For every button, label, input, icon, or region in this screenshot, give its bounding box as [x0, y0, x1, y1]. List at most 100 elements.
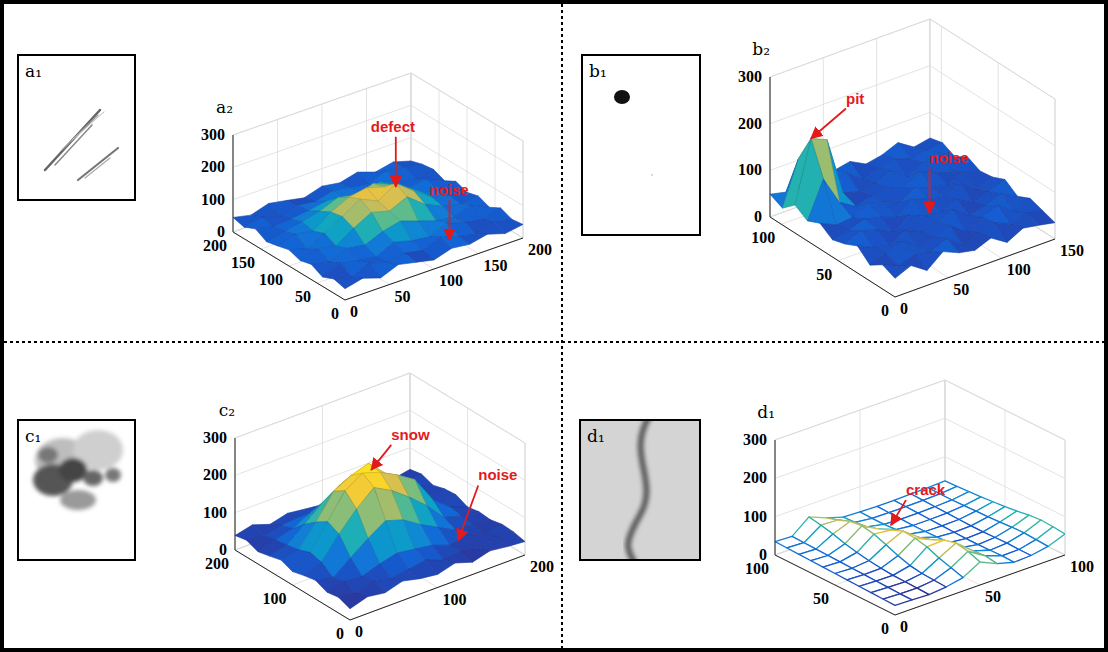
plot-wall	[775, 380, 945, 555]
x-tick-label: 50	[953, 281, 969, 298]
panel: b₁0501001500501000100200300b₂pitnoise	[582, 19, 1084, 319]
annotation-arrow	[371, 445, 391, 470]
image-cloud-part	[60, 490, 96, 510]
axes: 0501001500501000100200300	[738, 68, 1084, 319]
annotation-label: crack	[906, 481, 946, 498]
image-cloud	[33, 430, 123, 510]
z-tick-label: 0	[754, 208, 762, 225]
x-axis-line	[345, 238, 523, 300]
plot-wall	[945, 380, 1065, 555]
z-tick-label: 200	[201, 158, 225, 175]
grid-line	[945, 380, 1065, 440]
grid-line	[293, 520, 468, 585]
image-frame	[18, 420, 135, 560]
plot-wall	[770, 19, 930, 217]
panel: a₁0501001502000501001502000100200300a₂de…	[18, 55, 552, 322]
grid-line	[775, 440, 776, 555]
y-tick-label: 0	[881, 620, 889, 637]
annotation-label: snow	[391, 426, 430, 443]
z-axis-line	[775, 440, 776, 555]
image-label: b₁	[589, 61, 607, 81]
y-axis-line	[770, 217, 895, 297]
grid	[770, 19, 1055, 297]
y-tick-label: 100	[259, 271, 283, 288]
surface	[235, 463, 525, 608]
z-tick-label: 0	[759, 546, 767, 563]
x-tick-label: 50	[395, 288, 411, 305]
image-crack	[628, 420, 650, 560]
image	[18, 55, 135, 200]
surface-cell	[251, 203, 280, 217]
image-ground	[18, 55, 135, 200]
z-tick-label: 300	[203, 429, 227, 446]
grid-line	[235, 373, 410, 438]
annotation-arrow	[891, 500, 906, 525]
grid-line	[233, 135, 234, 232]
plot-wall	[930, 19, 1055, 239]
image-frame	[580, 420, 700, 560]
surface-cell	[897, 199, 926, 218]
grid	[775, 380, 1065, 615]
grid	[233, 73, 523, 300]
surface-cell	[870, 253, 899, 266]
z-axis-line	[233, 135, 234, 232]
grid-line	[770, 19, 930, 77]
image-pit	[614, 90, 630, 104]
x-tick-label: 0	[350, 303, 358, 320]
image	[580, 420, 700, 560]
plot-wall	[235, 485, 525, 620]
surface	[770, 138, 1055, 278]
axes: 0501000501000100200300	[743, 431, 1094, 637]
surface-cell	[808, 179, 837, 225]
image	[582, 55, 700, 235]
surface	[233, 161, 523, 289]
grid-line	[411, 73, 523, 141]
grid-line	[235, 438, 236, 550]
panel-label: c₂	[219, 400, 235, 420]
image-cloud-part	[38, 447, 58, 463]
z-tick-label: 200	[203, 466, 227, 483]
image-streak	[78, 148, 118, 180]
surface-cell	[845, 231, 874, 248]
surface-cell	[852, 204, 881, 220]
grid-line	[930, 112, 1055, 192]
x-tick-label: 50	[985, 588, 1001, 605]
surface-cell	[893, 215, 922, 232]
image-streak	[85, 158, 110, 178]
y-axis-line	[235, 550, 350, 620]
z-tick-label: 200	[743, 469, 767, 486]
image-streak	[55, 125, 92, 165]
grid	[235, 373, 525, 620]
grid-line	[775, 418, 945, 478]
annotation-arrow	[395, 137, 397, 187]
grid-line	[860, 410, 861, 525]
annotation-arrow	[811, 109, 846, 139]
x-axis-line	[895, 239, 1055, 297]
walls	[770, 19, 1055, 297]
z-tick-label: 300	[743, 431, 767, 448]
surface-cell	[429, 223, 458, 237]
z-tick-label: 300	[738, 68, 762, 85]
panel: d₁0501000501000100200300d₁crack	[580, 380, 1094, 637]
x-axis-line	[350, 555, 525, 620]
walls	[233, 73, 523, 300]
annotations: defectnoise	[371, 118, 469, 240]
grid-line	[770, 66, 930, 124]
surface-cell	[334, 277, 363, 288]
annotation-arrow	[449, 200, 451, 240]
annotations: snownoise	[371, 426, 517, 541]
x-tick-label: 150	[1060, 242, 1084, 259]
image-cloud-part	[105, 468, 121, 482]
image-frame	[582, 55, 700, 235]
grid-line	[876, 38, 877, 178]
y-tick-label: 150	[231, 254, 255, 271]
annotations: pitnoise	[811, 90, 969, 214]
x-tick-label: 200	[528, 241, 552, 258]
walls	[235, 373, 525, 620]
x-tick-label: 0	[355, 623, 363, 640]
surface	[775, 481, 1065, 606]
surface-cell	[339, 593, 368, 608]
surface-cell	[476, 223, 505, 235]
grid-line	[945, 418, 1065, 478]
grid-line	[1055, 99, 1056, 239]
